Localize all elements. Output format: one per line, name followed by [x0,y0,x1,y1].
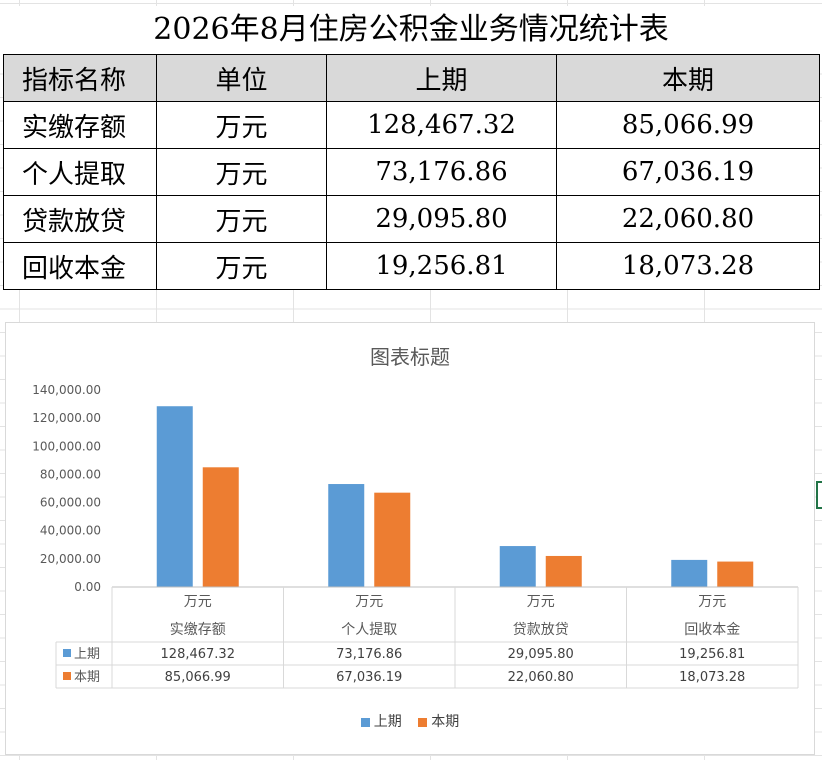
legend-item-current[interactable]: 本期 [418,711,459,731]
chart-plot: 0.00 20,000.00 40,000.00 60,000.00 80,000.00… [32,383,799,689]
cell-name[interactable]: 个人提取 [3,148,157,196]
category-label-name: 贷款放贷 [513,622,569,638]
table-row: 实缴存额 万元 128,467.32 85,066.99 [3,101,820,149]
y-tick-label: 20,000.00 [40,552,101,566]
category-label-unit: 万元 [698,594,726,610]
cell-unit[interactable]: 万元 [156,195,327,243]
cell-prev[interactable]: 73,176.86 [326,148,557,196]
data-table-value: 29,095.80 [508,647,574,662]
legend-swatch-icon [360,717,370,727]
cell-name[interactable]: 实缴存额 [3,101,157,149]
data-table-value: 22,060.80 [508,670,574,685]
data-table-legend-key-icon [63,649,71,657]
cell-prev[interactable]: 19,256.81 [326,242,557,290]
data-table-series-name: 上期 [74,647,100,662]
legend-item-previous[interactable]: 上期 [360,711,402,731]
cell-cur[interactable]: 18,073.28 [556,242,820,290]
bar [671,559,708,587]
selection-handle[interactable] [816,481,822,509]
bar [717,561,754,587]
category-label-name: 个人提取 [341,622,397,638]
y-tick-label: 100,000.00 [32,439,101,453]
header-unit[interactable]: 单位 [156,54,327,102]
cell-cur[interactable]: 22,060.80 [556,195,820,243]
data-table-value: 18,073.28 [679,670,745,685]
cell-cur[interactable]: 85,066.99 [556,101,820,149]
legend-label: 上期 [373,714,402,730]
y-tick-label: 140,000.00 [32,383,101,397]
cell-unit[interactable]: 万元 [156,101,327,149]
y-tick-label: 60,000.00 [40,496,101,510]
header-indicator-name[interactable]: 指标名称 [3,54,157,102]
category-label-unit: 万元 [527,594,555,610]
data-table-value: 67,036.19 [336,670,402,685]
bar [328,484,365,587]
data-table-legend-key-icon [63,672,71,680]
cell-prev[interactable]: 29,095.80 [326,195,557,243]
data-table-value: 19,256.81 [679,647,745,662]
legend-label: 本期 [431,714,460,730]
bar [499,546,536,587]
cell-name[interactable]: 贷款放贷 [3,195,157,243]
table-row: 贷款放贷 万元 29,095.80 22,060.80 [3,195,820,243]
data-table-value: 85,066.99 [165,670,231,685]
bar [202,467,239,587]
cell-unit[interactable]: 万元 [156,242,327,290]
cell-cur[interactable]: 67,036.19 [556,148,820,196]
table-row: 回收本金 万元 19,256.81 18,073.28 [3,242,820,290]
table-row: 个人提取 万元 73,176.86 67,036.19 [3,148,820,196]
cell-name[interactable]: 回收本金 [3,242,157,290]
category-label-name: 实缴存额 [170,622,226,638]
bar [374,492,411,587]
bar [156,406,193,587]
data-table-value: 128,467.32 [161,647,235,662]
header-previous-period[interactable]: 上期 [326,54,557,102]
bar [545,555,582,587]
bar-chart[interactable]: 0.00 20,000.00 40,000.00 60,000.00 80,000.00… [5,322,815,755]
category-label-unit: 万元 [184,594,212,610]
y-tick-label: 120,000.00 [32,411,101,425]
y-tick-label: 80,000.00 [40,467,101,481]
cell-prev[interactable]: 128,467.32 [326,101,557,149]
y-tick-label: 40,000.00 [40,524,101,538]
cell-unit[interactable]: 万元 [156,148,327,196]
sheet-title: 2026年8月住房公积金业务情况统计表 [0,6,822,54]
legend-swatch-icon [418,717,428,727]
y-tick-label: 0.00 [74,580,101,594]
data-table-series-name: 本期 [74,670,100,685]
table-header-row: 指标名称 单位 上期 本期 [3,54,820,102]
header-current-period[interactable]: 本期 [556,54,820,102]
chart-title[interactable]: 图表标题 [370,345,450,369]
data-table-value: 73,176.86 [336,647,402,662]
stats-table: 指标名称 单位 上期 本期 实缴存额 万元 128,467.32 85,066.… [3,54,820,290]
category-label-name: 回收本金 [684,622,740,638]
chart-legend[interactable]: 上期 本期 [6,711,814,731]
category-label-unit: 万元 [355,594,383,610]
